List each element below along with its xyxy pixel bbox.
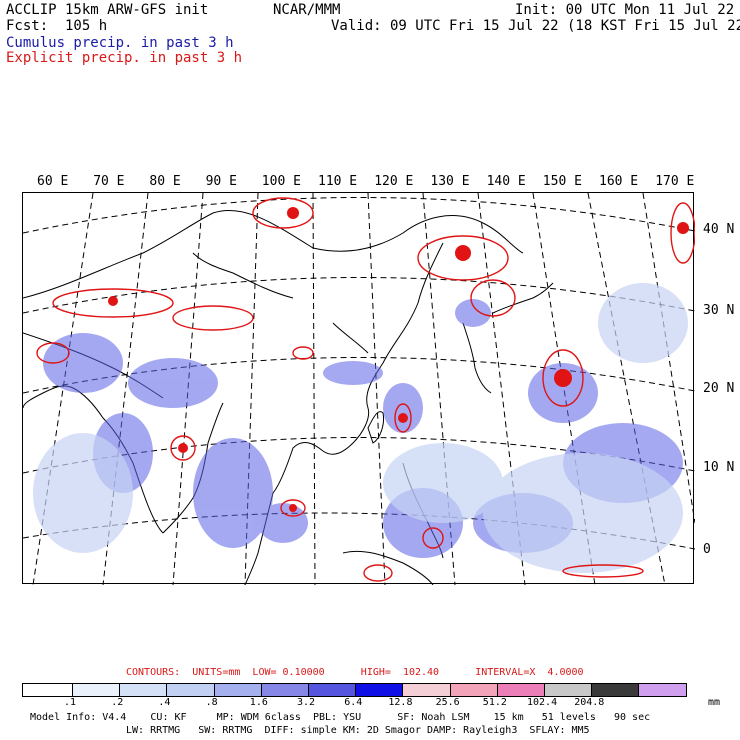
lon-label: 170 E (655, 174, 695, 189)
lon-label: 60 E (37, 174, 69, 189)
colorbar-segment (544, 684, 593, 696)
colorbar-tick-label: 204.8 (574, 697, 605, 708)
colorbar-segment (639, 684, 687, 696)
lat-label: 30 N (703, 303, 735, 318)
explicit-precip-cores (108, 207, 689, 512)
colorbar-segment (214, 684, 262, 696)
colorbar-segment (73, 684, 121, 696)
colorbar-tick-label: 51.2 (482, 697, 507, 708)
lat-label: 40 N (703, 222, 735, 237)
model-info-line1: Model Info: V4.4 CU: KF MP: WDM 6class P… (30, 712, 651, 723)
forecast-hour: Fcst: 105 h (6, 18, 108, 34)
colorbar-tick-label: 102.4 (527, 697, 558, 708)
legend-cumulus: Cumulus precip. in past 3 h (6, 35, 234, 51)
lat-label: 20 N (703, 381, 735, 396)
lon-label: 90 E (205, 174, 237, 189)
colorbar-segment (450, 684, 498, 696)
valid-time: Valid: 09 UTC Fri 15 Jul 22 (18 KST Fri … (331, 18, 740, 34)
init-time: Init: 00 UTC Mon 11 Jul 22 (515, 2, 735, 18)
colorbar-segment (497, 684, 545, 696)
lat-label: 0 (703, 542, 711, 557)
colorbar-tick-label: .8 (205, 697, 218, 708)
lon-label: 120 E (374, 174, 414, 189)
lon-label: 150 E (542, 174, 582, 189)
colorbar-tick-label: 1.6 (249, 697, 268, 708)
map-svg (22, 192, 696, 586)
colorbar-tick-label: 12.8 (388, 697, 413, 708)
colorbar-tick-label: .2 (111, 697, 124, 708)
colorbar-segment (403, 684, 451, 696)
colorbar-unit: mm (708, 697, 721, 708)
lon-label: 70 E (93, 174, 125, 189)
colorbar-segment (308, 684, 357, 696)
colorbar-segment (592, 684, 640, 696)
lon-label: 80 E (149, 174, 181, 189)
contour-info: CONTOURS: UNITS=mm LOW= 0.10000 HIGH= 10… (126, 667, 584, 678)
colorbar-tick-label: 6.4 (344, 697, 363, 708)
colorbar-segment (120, 684, 168, 696)
colorbar-segment (167, 684, 215, 696)
lat-label: 10 N (703, 460, 735, 475)
colorbar-tick-label: .4 (158, 697, 171, 708)
colorbar (22, 683, 688, 697)
colorbar-segment (23, 684, 73, 696)
lon-label: 130 E (430, 174, 470, 189)
precipitation-map (22, 192, 696, 586)
colorbar-tick-label: 25.6 (435, 697, 460, 708)
model-info-line2: LW: RRTMG SW: RRTMG DIFF: simple KM: 2D … (126, 725, 590, 736)
legend-explicit: Explicit precip. in past 3 h (6, 50, 243, 66)
light-precip (33, 283, 688, 573)
explicit-precip (36, 197, 696, 582)
colorbar-segment (261, 684, 309, 696)
lon-label: 100 E (261, 174, 301, 189)
model-title: ACCLIP 15km ARW-GFS init (6, 2, 209, 18)
colorbar-segment (356, 684, 404, 696)
lon-label: 110 E (318, 174, 358, 189)
colorbar-tick-label: .1 (64, 697, 77, 708)
lon-label: 140 E (486, 174, 526, 189)
lon-label: 160 E (599, 174, 639, 189)
colorbar-tick-label: 3.2 (297, 697, 316, 708)
center-label: NCAR/MMM (273, 2, 341, 18)
